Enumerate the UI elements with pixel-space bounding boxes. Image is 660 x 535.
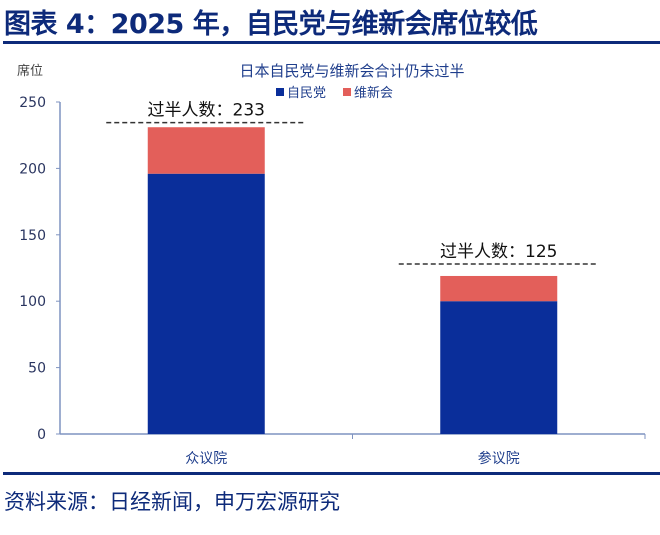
legend: 自民党 维新会 [276, 85, 393, 101]
chart-title: 日本自民党与维新会合计仍未过半 [239, 62, 464, 80]
y-tick-label: 200 [19, 161, 46, 177]
figure-title: 图表 4：2025 年，自民党与维新会席位较低 [4, 9, 538, 40]
y-axis-label: 席位 [17, 63, 43, 79]
bar-维新会 [147, 127, 265, 174]
legend-swatch-维新会 [343, 88, 351, 96]
x-tick-label: 参议院 [478, 450, 520, 467]
majority-label: 过半人数：125 [440, 242, 557, 262]
y-tick-label: 250 [19, 95, 46, 111]
stacked-bar-chart: 日本自民党与维新会合计仍未过半 席位 自民党 维新会 0 50 100 150 200 25… [17, 62, 646, 467]
legend-label: 自民党 [287, 86, 326, 101]
y-tick-label: 50 [28, 361, 46, 377]
x-tick-label: 众议院 [185, 451, 227, 467]
majority-label: 过半人数：233 [148, 101, 265, 121]
source-note: 资料来源：日经新闻，申万宏源研究 [4, 490, 340, 514]
header-divider [3, 41, 660, 44]
bar-维新会 [440, 275, 558, 302]
y-tick-label: 150 [19, 228, 46, 244]
footer-divider [3, 472, 660, 475]
y-tick-label: 0 [37, 427, 46, 443]
bar-自民党 [440, 301, 558, 434]
legend-label: 维新会 [354, 85, 393, 101]
bar-自民党 [147, 173, 265, 434]
y-tick-label: 100 [19, 294, 46, 310]
legend-swatch-自民党 [276, 88, 284, 96]
